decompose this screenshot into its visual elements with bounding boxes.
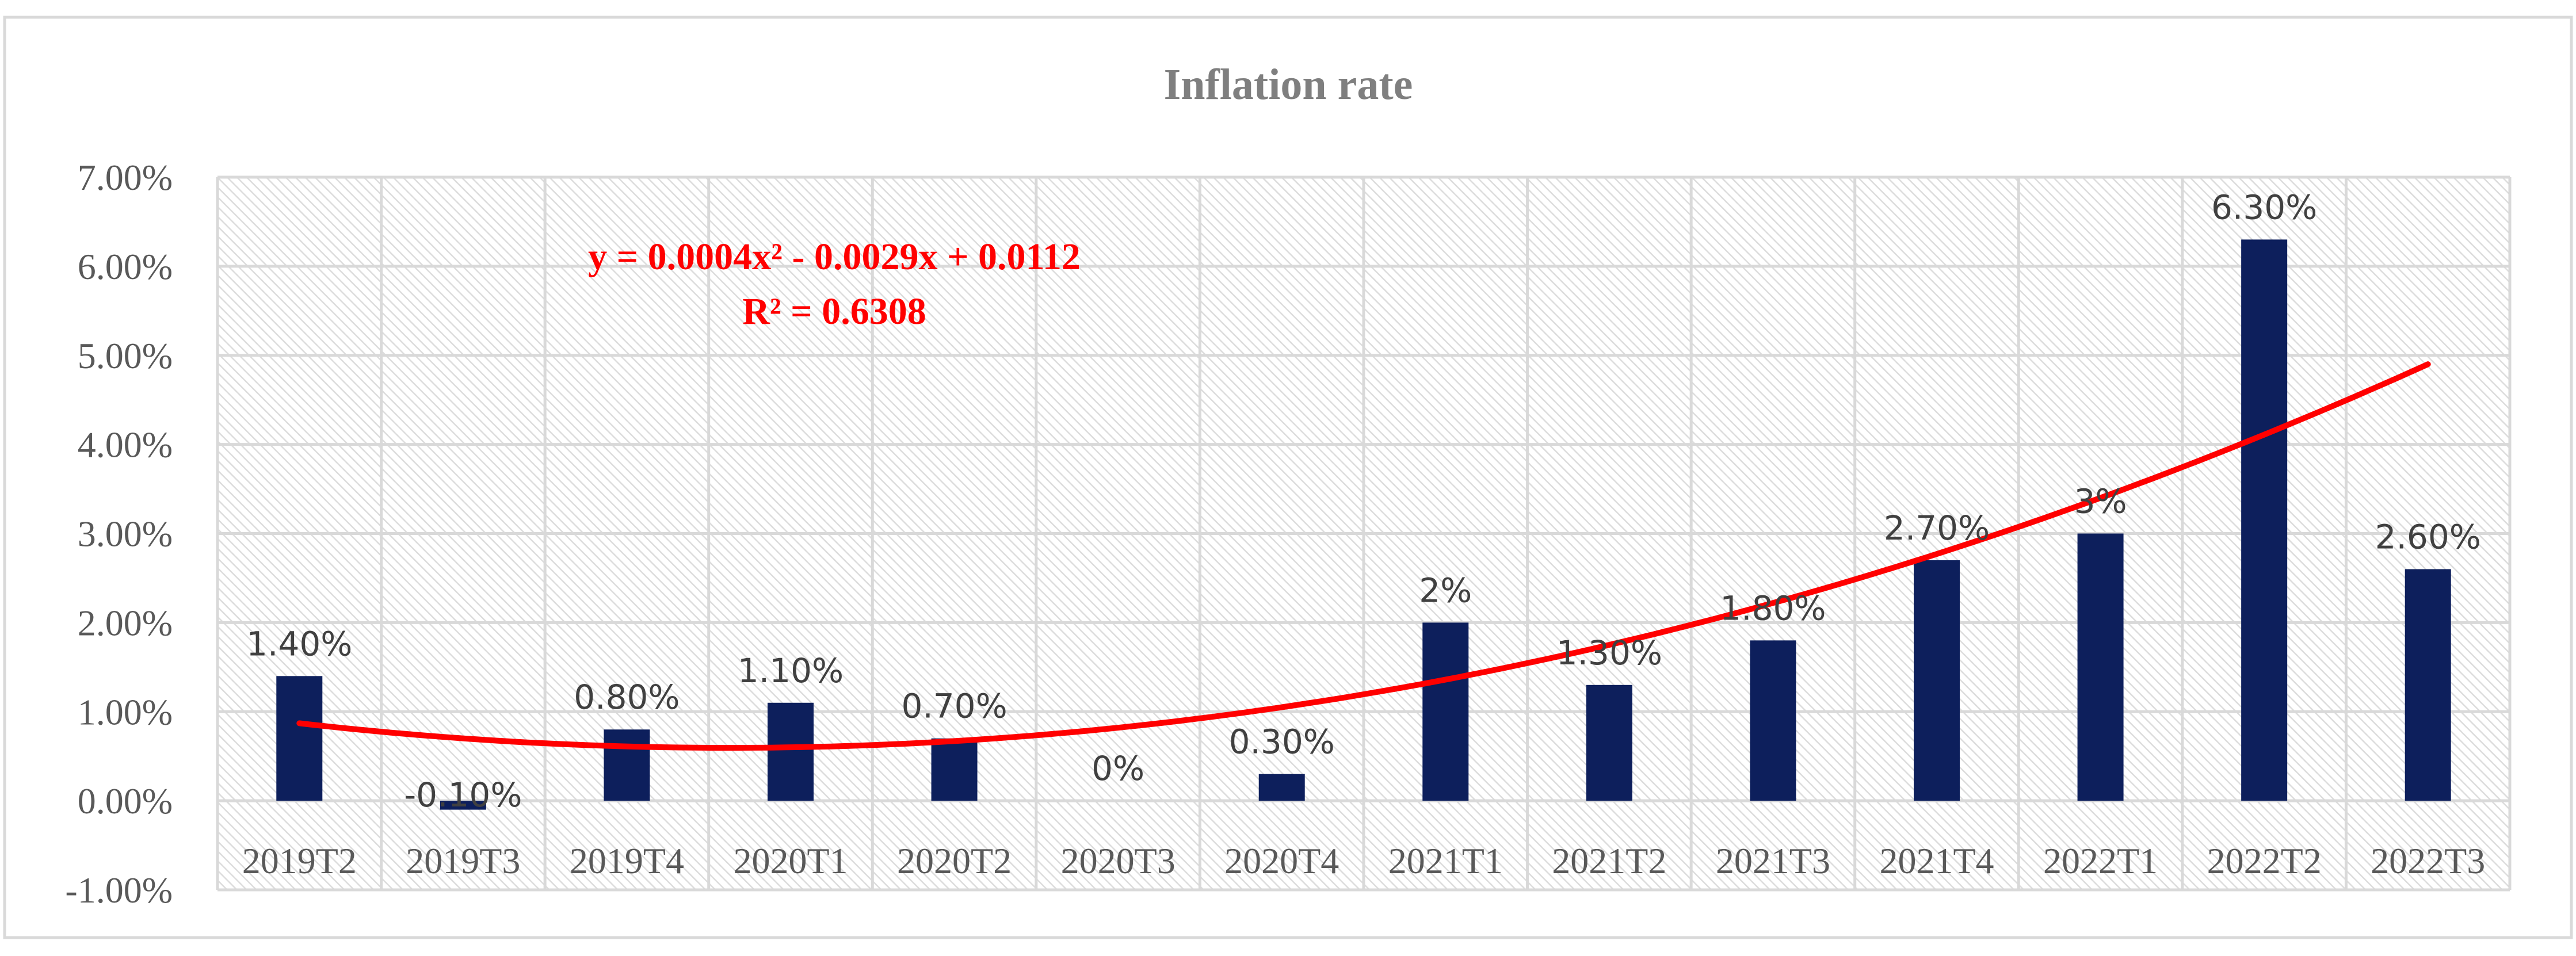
bar	[440, 801, 486, 810]
data-label: 0.80%	[574, 678, 680, 717]
bar-series	[276, 239, 2451, 810]
bar	[604, 729, 650, 801]
bar	[1914, 560, 1960, 801]
x-tick-label: 2021T3	[1716, 840, 1830, 881]
data-label: 2.70%	[1884, 508, 1990, 548]
bar	[768, 702, 814, 801]
x-tick-label: 2020T1	[733, 840, 848, 881]
bar	[276, 676, 323, 801]
x-tick-label: 2021T1	[1388, 840, 1503, 881]
data-label: 2%	[1419, 571, 1472, 610]
y-tick-label: 4.00%	[78, 425, 173, 465]
x-tick-label: 2022T2	[2207, 840, 2322, 881]
x-tick-label: 2020T4	[1224, 840, 1339, 881]
data-label: 6.30%	[2211, 188, 2317, 227]
bar	[2241, 239, 2288, 801]
y-tick-label: 2.00%	[78, 602, 173, 643]
x-tick-label: 2019T3	[406, 840, 520, 881]
x-tick-label: 2020T2	[897, 840, 1012, 881]
data-label: 0.70%	[901, 687, 1007, 726]
x-tick-label: 2021T4	[1879, 840, 1994, 881]
trendline	[296, 361, 2431, 751]
bar	[931, 738, 978, 801]
data-labels: 1.40% -0.10% 0.80% 1.10% 0.70% 0% 0.30% 2% 1.30%…	[246, 188, 2481, 814]
trendline-group	[296, 361, 2431, 751]
x-tick-label: 2019T2	[242, 840, 357, 881]
data-label: 1.80%	[1720, 588, 1826, 628]
x-tick-label: 2022T1	[2043, 840, 2158, 881]
y-tick-label: 5.00%	[78, 335, 173, 376]
bar	[1750, 640, 1796, 801]
bar	[2405, 569, 2451, 801]
bar	[1258, 774, 1305, 801]
x-tick-label: 2022T3	[2371, 840, 2485, 881]
x-axis-ticks: 2019T2 2019T3 2019T4 2020T1 2020T2 2020T3 2020…	[242, 840, 2486, 881]
data-label: 1.10%	[738, 651, 844, 690]
data-label: 1.30%	[1556, 633, 1662, 672]
bar	[1422, 622, 1469, 801]
trendline-equation: y = 0.0004x² - 0.0029x + 0.0112	[588, 236, 1081, 278]
y-tick-label: 3.00%	[78, 514, 173, 555]
trendline-r-squared: R² = 0.6308	[742, 290, 926, 332]
bar	[1586, 685, 1632, 801]
x-tick-label: 2020T3	[1061, 840, 1176, 881]
bar	[2077, 533, 2124, 801]
data-label: 3%	[2074, 482, 2127, 521]
y-tick-label: 6.00%	[78, 246, 173, 287]
gridlines	[216, 175, 2512, 892]
y-tick-label: -1.00%	[65, 870, 173, 911]
data-label: 0%	[1092, 749, 1144, 788]
data-label: 0.30%	[1229, 722, 1335, 762]
chart-title: Inflation rate	[1164, 60, 1413, 109]
data-label: -0.10%	[404, 775, 522, 814]
y-axis-ticks: 7.00% 6.00% 5.00% 4.00% 3.00% 2.00% 1.00% 0.00%…	[65, 157, 173, 911]
y-tick-label: 1.00%	[78, 691, 173, 732]
y-tick-label: 7.00%	[78, 157, 173, 198]
x-tick-label: 2019T4	[570, 840, 684, 881]
data-label: 2.60%	[2375, 517, 2481, 556]
x-tick-label: 2021T2	[1552, 840, 1666, 881]
y-tick-label: 0.00%	[78, 781, 173, 821]
data-label: 1.40%	[246, 624, 352, 663]
